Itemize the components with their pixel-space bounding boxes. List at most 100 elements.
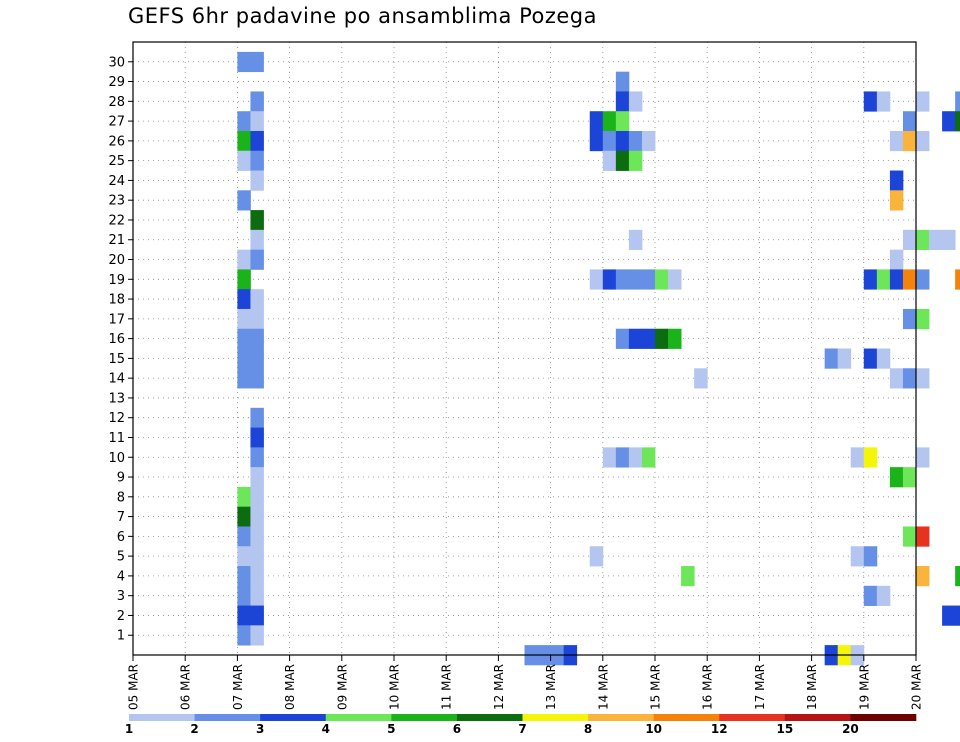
x-tick-label: 11 MAR [440,664,454,710]
y-tick-label: 10 [108,451,125,466]
heatmap-cell [237,526,251,547]
x-tick-label: 06 MAR [179,664,193,710]
heatmap-cell [641,130,656,152]
heatmap-cell [655,269,669,290]
y-tick-label: 22 [108,213,125,228]
heatmap-cell [916,91,930,112]
heatmap-cell [237,269,251,290]
heatmap-cell [615,328,630,349]
legend-swatch [522,714,589,721]
heatmap-cell [850,546,865,567]
heatmap-cell [628,269,643,290]
x-tick-label: 18 MAR [805,664,819,710]
heatmap-cell [916,229,930,251]
x-tick-label: 09 MAR [335,664,349,710]
heatmap-cell [628,130,643,152]
heatmap-cell [628,91,643,112]
legend-label: 15 [776,722,793,736]
heatmap-cell [250,447,264,468]
heatmap-cell [237,190,251,211]
heatmap-cell [237,585,251,606]
legend-swatch [456,714,523,721]
heatmap-cell [628,328,643,349]
x-tick-label: 19 MAR [857,664,871,710]
heatmap-cell [237,506,251,527]
heatmap-cell [615,150,630,171]
chart-title: GEFS 6hr padavine po ansamblima Pozega [128,4,598,28]
legend-swatch [260,714,327,721]
heatmap-cell [615,269,630,290]
legend-label: 7 [518,722,526,736]
heatmap-cell [250,328,264,349]
heatmap-cell [237,249,251,270]
y-tick-label: 4 [117,569,125,584]
y-tick-label: 19 [108,273,125,288]
heatmap-cell [955,566,960,587]
heatmap-cell [615,447,630,468]
heatmap-cell [250,467,264,488]
legend-swatch [391,714,458,721]
heatmap-cell [250,625,264,646]
y-tick-label: 27 [108,115,125,130]
x-tick-label: 17 MAR [753,664,767,710]
y-tick-label: 7 [117,510,125,525]
heatmap-cell [250,150,264,171]
heatmap-cell [237,289,251,310]
legend-swatch [194,714,261,721]
legend-label: 2 [190,722,198,736]
heatmap-cell [916,130,930,152]
heatmap-cell [250,368,264,389]
heatmap-cell [902,308,917,330]
heatmap-cell [876,269,891,290]
heatmap-cell [681,566,695,587]
heatmap-cell [250,249,264,270]
heatmap-cell [628,150,643,171]
heatmap-cell [237,51,251,73]
heatmap-cell [250,308,264,330]
heatmap-cell [237,486,251,508]
heatmap-cell [615,130,630,152]
heatmap-cell [916,566,930,587]
legend-label: 8 [584,722,592,736]
heatmap-cell [916,447,930,468]
heatmap-cell [250,170,264,191]
heatmap-cell [863,91,878,112]
heatmap-cell [641,328,656,349]
x-tick-label: 08 MAR [283,664,297,710]
heatmap-cell [902,467,917,488]
y-tick-label: 13 [108,391,125,406]
x-tick-label: 16 MAR [701,664,715,710]
heatmap-cell [628,229,643,251]
y-tick-label: 5 [117,550,125,565]
y-tick-label: 17 [108,312,125,327]
heatmap-cell [902,229,917,251]
legend-swatch [588,714,654,721]
heatmap-cell [237,130,251,152]
heatmap-cell [902,526,917,547]
legend-swatch [325,714,392,721]
heatmap-cell [589,269,604,290]
heatmap-cell [602,150,617,171]
heatmap-cell [628,447,643,468]
heatmap-cell [889,190,904,211]
heatmap-cell [889,368,904,389]
plot-frame [132,41,917,656]
heatmap-cell [955,269,960,290]
heatmap-cell [237,308,251,330]
heatmap-cell [837,348,852,369]
heatmap-cell [250,130,264,152]
y-tick-label: 23 [108,194,125,209]
heatmap-cell [916,368,930,389]
y-tick-label: 15 [108,352,125,367]
heatmap-cell [850,447,865,468]
y-tick-label: 12 [108,411,125,426]
y-tick-label: 6 [117,530,125,545]
legend-swatch [129,714,195,721]
heatmap-cell [589,130,604,152]
heatmap-cell [916,269,930,290]
heatmap-cell [955,91,960,112]
heatmap-cell [237,111,251,132]
legend-label: 5 [387,722,395,736]
heatmap-cell [250,427,264,448]
heatmap-cell [250,91,264,112]
